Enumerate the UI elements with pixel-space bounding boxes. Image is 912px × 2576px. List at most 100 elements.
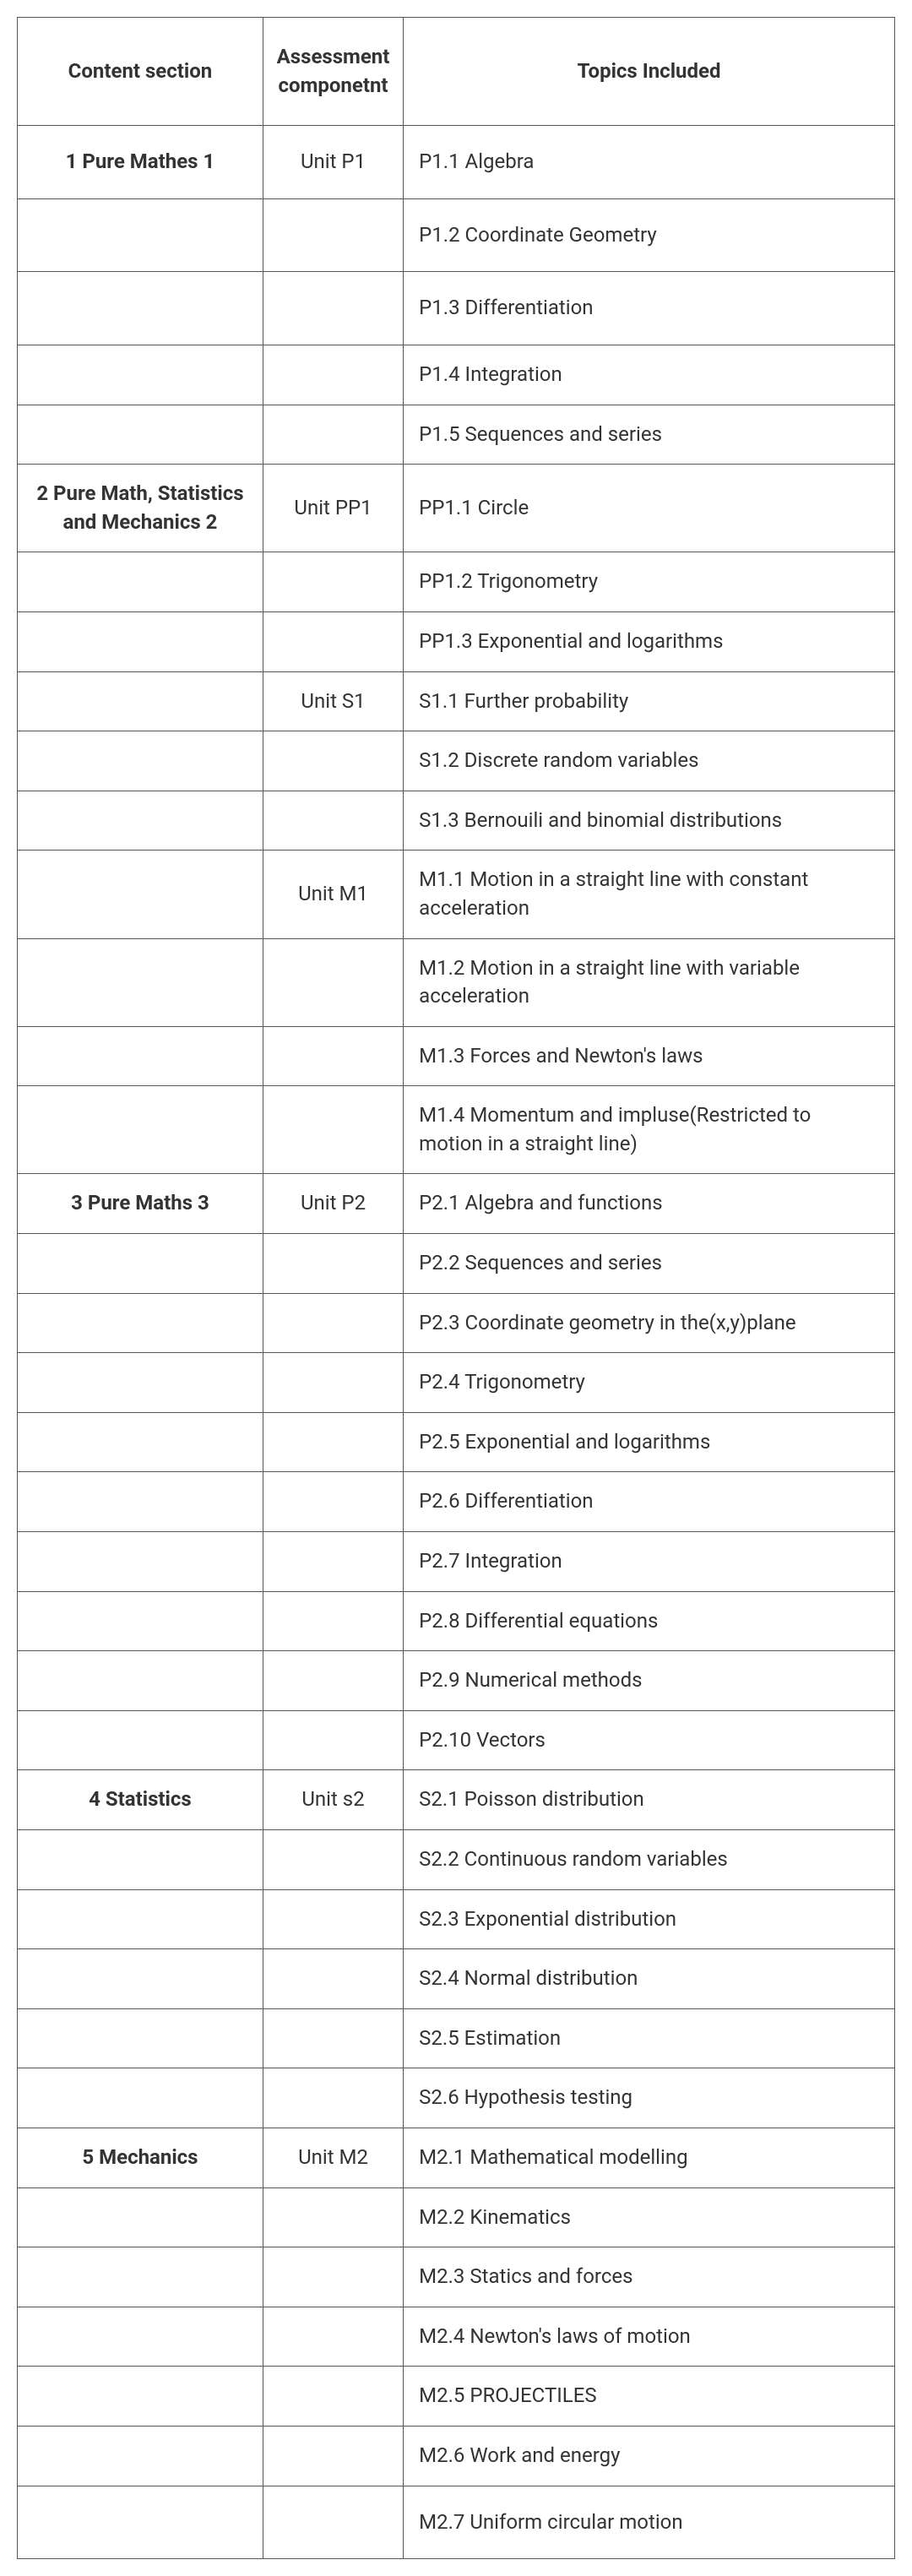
topic-cell: PP1.2 Trigonometry (404, 552, 895, 612)
topic-cell: P1.4 Integration (404, 345, 895, 405)
table-row: M2.7 Uniform circular motion (18, 2486, 895, 2559)
content-section-cell (18, 1830, 263, 1890)
assessment-unit-cell (263, 1412, 403, 1472)
topic-cell: PP1.1 Circle (404, 465, 895, 552)
assessment-unit-cell: Unit PP1 (263, 465, 403, 552)
table-row: P2.8 Differential equations (18, 1591, 895, 1651)
table-row: P2.7 Integration (18, 1532, 895, 1592)
assessment-unit-cell: Unit P1 (263, 126, 403, 199)
topic-cell: S2.6 Hypothesis testing (404, 2068, 895, 2128)
table-row: P1.2 Coordinate Geometry (18, 198, 895, 272)
assessment-unit-cell (263, 345, 403, 405)
assessment-unit-cell (263, 2367, 403, 2427)
assessment-unit-cell (263, 938, 403, 1026)
topic-cell: M2.6 Work and energy (404, 2426, 895, 2486)
table-row: M2.6 Work and energy (18, 2426, 895, 2486)
col-header-assessment-component: Assessment componetnt (263, 18, 403, 126)
table-row: S1.3 Bernouili and binomial distribution… (18, 791, 895, 851)
content-section-cell (18, 2426, 263, 2486)
content-section-cell: 1 Pure Mathes 1 (18, 126, 263, 199)
assessment-unit-cell (263, 1026, 403, 1086)
topic-cell: S2.5 Estimation (404, 2008, 895, 2068)
topic-cell: S2.1 Poisson distribution (404, 1770, 895, 1830)
topic-cell: M1.3 Forces and Newton's laws (404, 1026, 895, 1086)
table-body: 1 Pure Mathes 1Unit P1P1.1 AlgebraP1.2 C… (18, 126, 895, 2559)
topic-cell: S2.2 Continuous random variables (404, 1830, 895, 1890)
assessment-unit-cell (263, 1532, 403, 1592)
topic-cell: S2.3 Exponential distribution (404, 1889, 895, 1949)
content-section-cell (18, 2367, 263, 2427)
assessment-unit-cell (263, 731, 403, 791)
topic-cell: M2.5 PROJECTILES (404, 2367, 895, 2427)
table-row: P2.2 Sequences and series (18, 1234, 895, 1294)
table-row: S2.3 Exponential distribution (18, 1889, 895, 1949)
table-head: Content section Assessment componetnt To… (18, 18, 895, 126)
table-row: 5 MechanicsUnit M2M2.1 Mathematical mode… (18, 2128, 895, 2187)
content-section-cell (18, 1651, 263, 1711)
content-section-cell (18, 2307, 263, 2367)
content-section-cell (18, 1086, 263, 1174)
topic-cell: M2.1 Mathematical modelling (404, 2128, 895, 2187)
assessment-unit-cell (263, 1293, 403, 1353)
header-row: Content section Assessment componetnt To… (18, 18, 895, 126)
table-row: S1.2 Discrete random variables (18, 731, 895, 791)
content-section-cell: 4 Statistics (18, 1770, 263, 1830)
topic-cell: PP1.3 Exponential and logarithms (404, 611, 895, 671)
assessment-unit-cell (263, 2187, 403, 2247)
topic-cell: M1.2 Motion in a straight line with vari… (404, 938, 895, 1026)
table-row: M1.4 Momentum and impluse(Restricted to … (18, 1086, 895, 1174)
content-section-cell (18, 731, 263, 791)
assessment-unit-cell: Unit M2 (263, 2128, 403, 2187)
content-section-cell (18, 1532, 263, 1592)
assessment-unit-cell (263, 1472, 403, 1532)
assessment-unit-cell (263, 2068, 403, 2128)
table-row: P2.4 Trigonometry (18, 1353, 895, 1413)
assessment-unit-cell (263, 405, 403, 465)
content-section-cell (18, 938, 263, 1026)
content-section-cell (18, 552, 263, 612)
content-section-cell (18, 1472, 263, 1532)
topic-cell: S1.2 Discrete random variables (404, 731, 895, 791)
content-section-cell (18, 1412, 263, 1472)
table-row: PP1.3 Exponential and logarithms (18, 611, 895, 671)
content-section-cell (18, 851, 263, 938)
topic-cell: P2.6 Differentiation (404, 1472, 895, 1532)
topic-cell: P2.2 Sequences and series (404, 1234, 895, 1294)
topic-cell: M2.7 Uniform circular motion (404, 2486, 895, 2559)
table-row: P2.9 Numerical methods (18, 1651, 895, 1711)
topic-cell: M1.1 Motion in a straight line with cons… (404, 851, 895, 938)
col-header-topics-included: Topics Included (404, 18, 895, 126)
content-section-cell (18, 1591, 263, 1651)
table-row: M2.4 Newton's laws of motion (18, 2307, 895, 2367)
assessment-unit-cell (263, 2426, 403, 2486)
content-section-cell (18, 1293, 263, 1353)
assessment-unit-cell (263, 2008, 403, 2068)
content-section-cell (18, 272, 263, 345)
content-section-cell (18, 1710, 263, 1770)
content-section-cell (18, 1949, 263, 2009)
col-header-content-section: Content section (18, 18, 263, 126)
table-row: S2.5 Estimation (18, 2008, 895, 2068)
assessment-unit-cell (263, 1830, 403, 1890)
content-section-cell (18, 1353, 263, 1413)
assessment-unit-cell (263, 1591, 403, 1651)
table-row: M2.3 Statics and forces (18, 2247, 895, 2307)
table-row: M1.3 Forces and Newton's laws (18, 1026, 895, 1086)
topic-cell: M2.3 Statics and forces (404, 2247, 895, 2307)
assessment-unit-cell (263, 791, 403, 851)
content-section-cell (18, 405, 263, 465)
assessment-unit-cell (263, 2247, 403, 2307)
table-row: 4 StatisticsUnit s2S2.1 Poisson distribu… (18, 1770, 895, 1830)
content-section-cell (18, 2247, 263, 2307)
table-row: P2.6 Differentiation (18, 1472, 895, 1532)
assessment-unit-cell (263, 611, 403, 671)
table-row: Unit S1S1.1 Further probability (18, 671, 895, 731)
content-section-cell: 3 Pure Maths 3 (18, 1174, 263, 1234)
table-row: P1.3 Differentiation (18, 272, 895, 345)
topic-cell: P2.8 Differential equations (404, 1591, 895, 1651)
assessment-unit-cell: Unit P2 (263, 1174, 403, 1234)
topic-cell: S2.4 Normal distribution (404, 1949, 895, 2009)
topic-cell: M2.2 Kinematics (404, 2187, 895, 2247)
assessment-unit-cell (263, 1353, 403, 1413)
table-row: 3 Pure Maths 3Unit P2P2.1 Algebra and fu… (18, 1174, 895, 1234)
